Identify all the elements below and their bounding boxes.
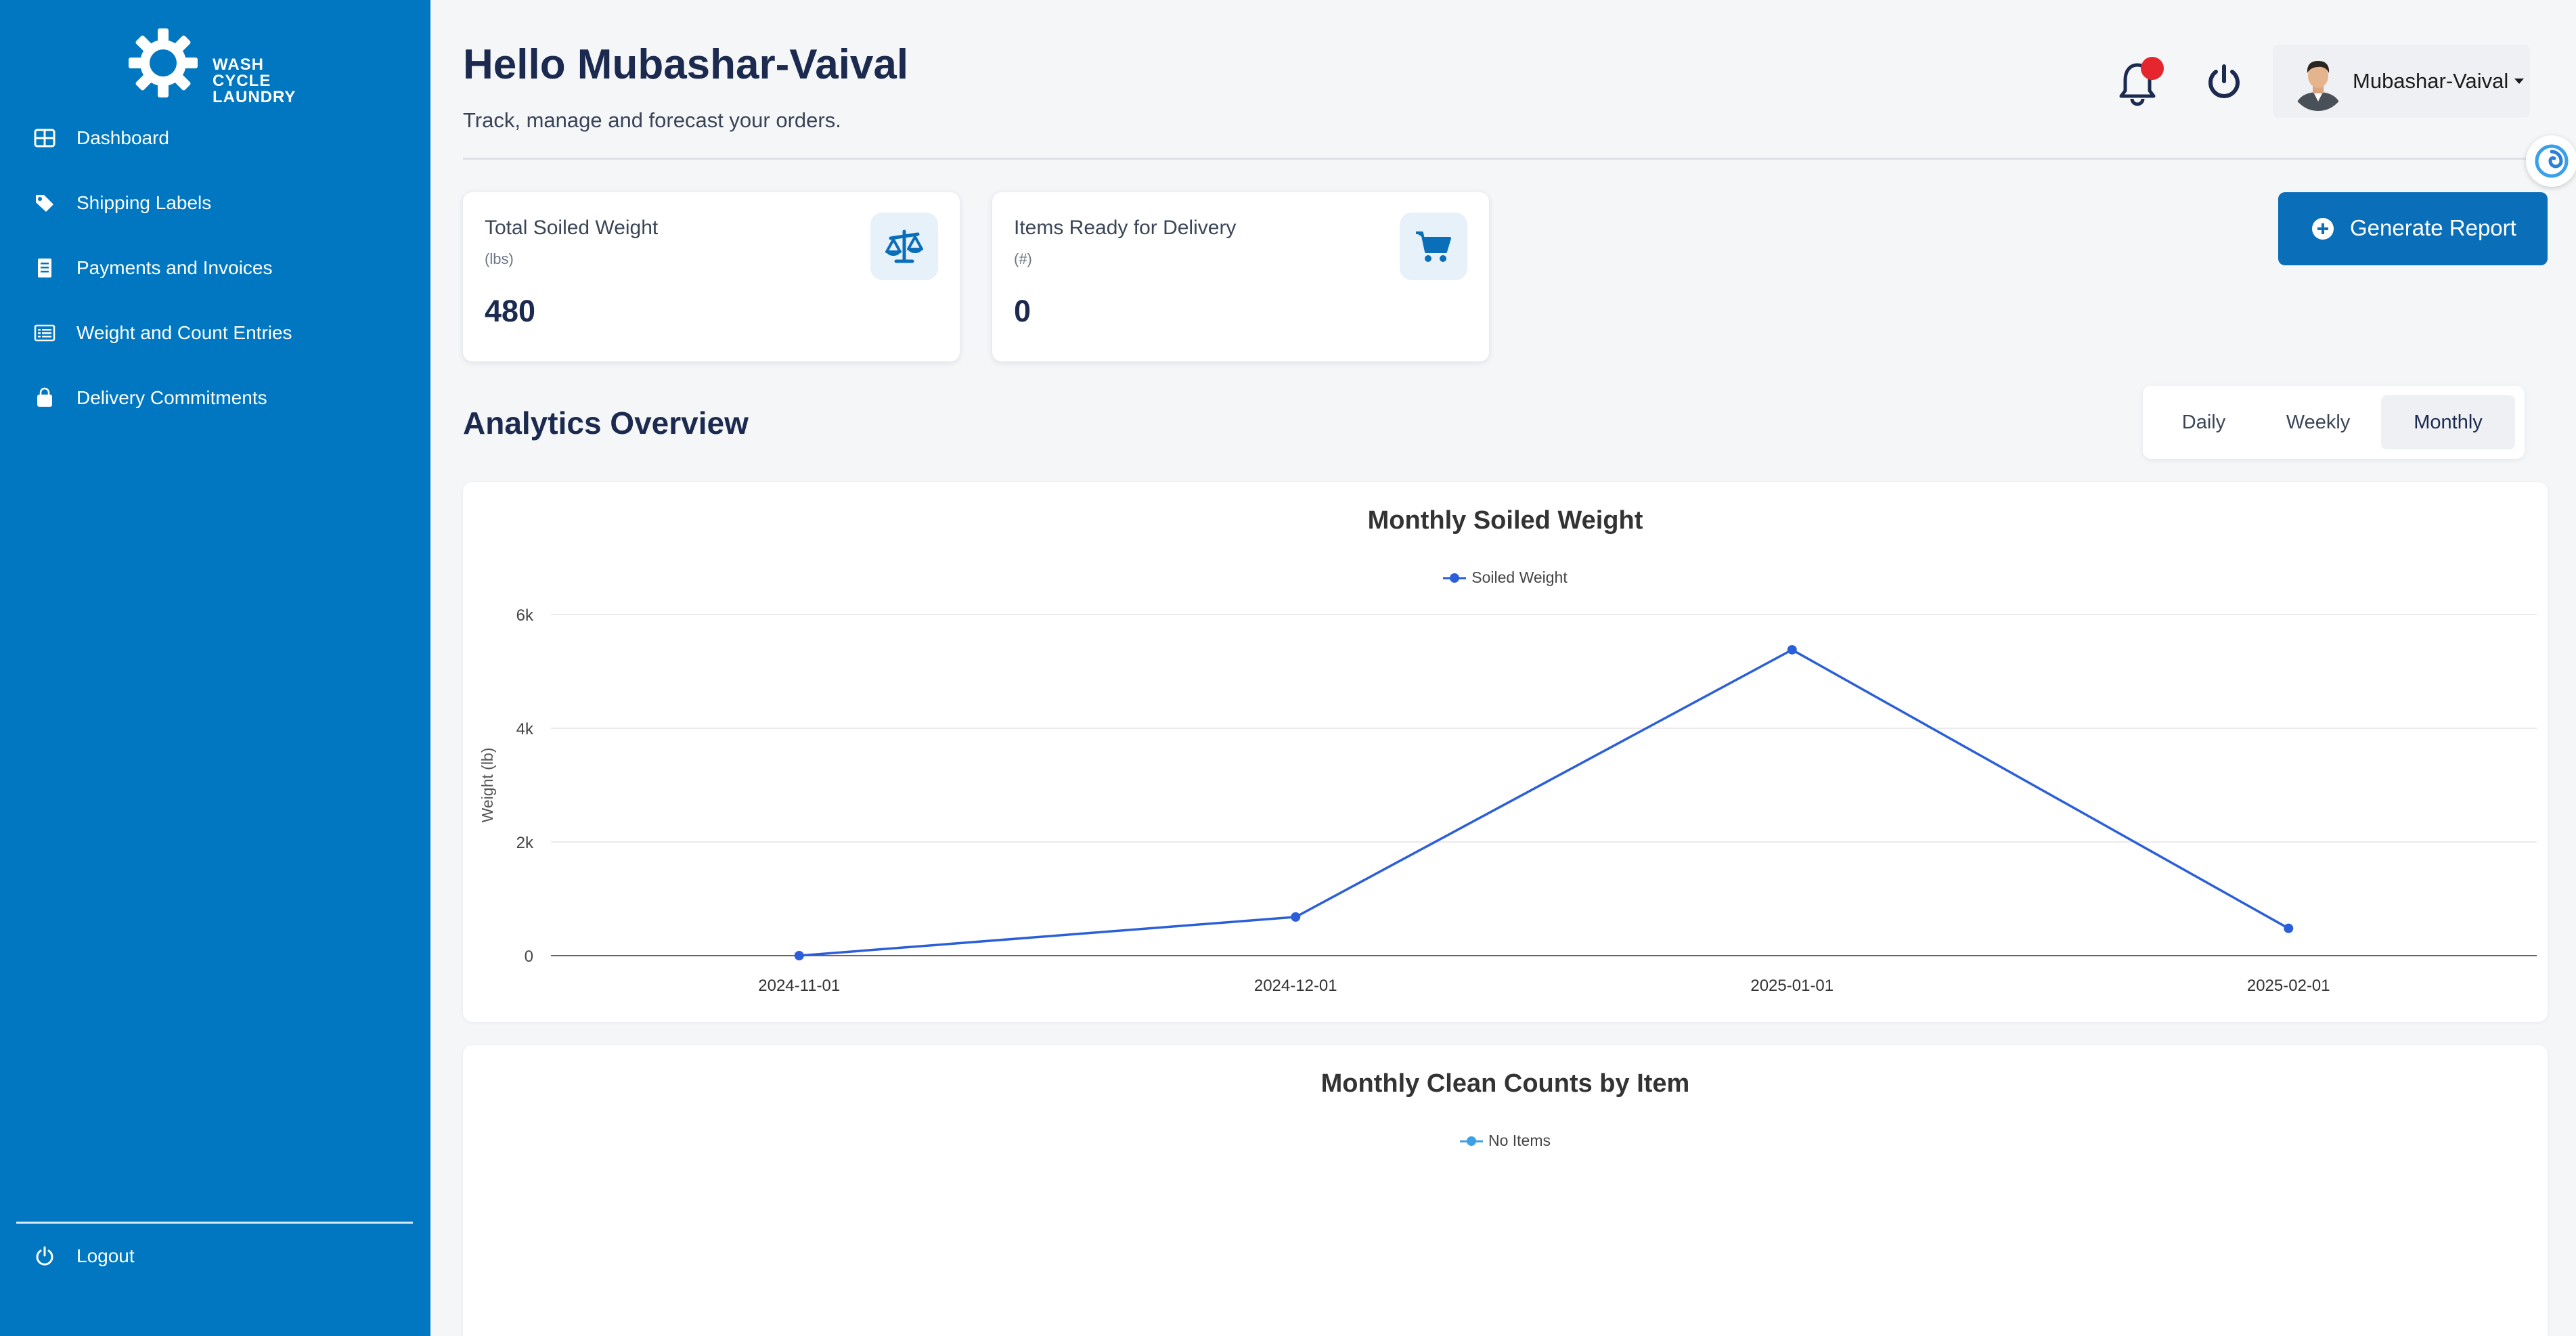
sidebar-item-label: Weight and Count Entries — [76, 322, 292, 343]
generate-report-button[interactable]: Generate Report — [2278, 192, 2548, 265]
y-tick-label: 2k — [516, 834, 534, 852]
stat-card-items-ready: Items Ready for Delivery (#) 0 — [992, 192, 1489, 361]
stat-card-icon — [870, 213, 938, 280]
legend-swatch — [1459, 1135, 1483, 1147]
sidebar-item-payments-invoices[interactable]: Payments and Invoices — [0, 236, 430, 300]
legend-label: Soiled Weight — [1471, 569, 1568, 586]
data-point — [794, 951, 804, 960]
sidebar-item-shipping-labels[interactable]: Shipping Labels — [0, 171, 430, 236]
y-tick-label: 6k — [516, 606, 534, 625]
page-subtitle: Track, manage and forecast your orders. — [463, 108, 841, 132]
x-tick-label: 2024-11-01 — [758, 977, 840, 995]
stat-card-icon — [1400, 213, 1467, 280]
sidebar-item-label: Shipping Labels — [76, 192, 212, 213]
x-tick-label: 2025-01-01 — [1750, 977, 1834, 995]
bag-icon — [37, 387, 52, 407]
chart-title: Monthly Soiled Weight — [1367, 506, 1643, 535]
sidebar-item-label: Payments and Invoices — [76, 257, 273, 278]
notification-badge — [2141, 57, 2164, 80]
brand-line-1: WASH — [213, 55, 264, 74]
data-point — [1787, 645, 1797, 655]
avatar — [2290, 53, 2346, 111]
brand-line-2: CYCLE — [213, 72, 271, 90]
sidebar-item-delivery-commitments[interactable]: Delivery Commitments — [0, 365, 430, 430]
chart-card-clean-counts: Monthly Clean Counts by Item No Items — [463, 1045, 2548, 1336]
chevron-down-icon — [2514, 79, 2524, 84]
plus-circle-icon — [2312, 218, 2334, 240]
header-divider — [463, 158, 2549, 160]
power-icon — [36, 1246, 53, 1266]
assistant-floating-button[interactable] — [2526, 135, 2576, 187]
stat-card-title: Total Soiled Weight — [485, 217, 659, 239]
analytics-title: Analytics Overview — [463, 405, 749, 441]
tag-icon — [36, 195, 53, 212]
brand-logo[interactable]: WASH CYCLE LAUNDRY — [126, 26, 315, 114]
stat-card-title: Items Ready for Delivery — [1014, 217, 1237, 239]
user-menu[interactable]: Mubashar-Vaival — [2273, 45, 2530, 118]
stat-card-value: 0 — [1014, 294, 1031, 328]
stat-card-unit: (#) — [1014, 250, 1032, 267]
cart-icon — [1416, 231, 1451, 262]
chart-legend[interactable]: No Items — [463, 1132, 2548, 1150]
soiled-weight-line-chart: 0 2k 4k 6k 2024-11-01 2024-12-01 2025-01-01 202… — [479, 606, 2537, 995]
x-tick-label: 2024-12-01 — [1254, 977, 1337, 995]
page-title: Hello Mubashar-Vaival — [463, 41, 909, 88]
swirl-icon — [2535, 144, 2569, 178]
generate-report-label: Generate Report — [2350, 215, 2516, 240]
brand-name: WASH CYCLE LAUNDRY — [213, 57, 296, 106]
data-point — [1291, 912, 1301, 922]
sidebar-item-dashboard[interactable]: Dashboard — [0, 106, 430, 171]
data-point — [2284, 923, 2294, 933]
logout-button[interactable]: Logout — [0, 1224, 430, 1289]
sidebar-item-label: Delivery Commitments — [76, 387, 267, 408]
chart-title: Monthly Clean Counts by Item — [1320, 1069, 1690, 1098]
y-tick-label: 4k — [516, 720, 534, 738]
gear-logo-icon — [129, 28, 198, 97]
series-line-soiled-weight — [799, 648, 2290, 957]
sidebar-item-label: Dashboard — [76, 127, 169, 148]
sidebar-item-weight-count-entries[interactable]: Weight and Count Entries — [0, 300, 430, 365]
power-icon[interactable] — [2204, 62, 2244, 103]
tab-monthly[interactable]: Monthly — [2381, 395, 2515, 449]
legend-swatch — [1443, 572, 1467, 584]
tab-weekly[interactable]: Weekly — [2286, 411, 2351, 433]
sidebar: WASH CYCLE LAUNDRY Dashboard Shipping La… — [0, 0, 430, 1336]
logout-label: Logout — [76, 1245, 135, 1266]
y-tick-label: 0 — [525, 948, 533, 966]
user-avatar-icon — [2290, 53, 2346, 111]
chart-card-soiled-weight: Monthly Soiled Weight Soiled Weight 0 2k 4… — [463, 482, 2548, 1022]
list-icon — [34, 324, 55, 342]
user-name: Mubashar-Vaival — [2353, 69, 2509, 93]
stat-card-unit: (lbs) — [485, 250, 514, 267]
brand-line-3: LAUNDRY — [213, 88, 296, 106]
chart-legend[interactable]: Soiled Weight — [463, 569, 2548, 587]
legend-label: No Items — [1488, 1132, 1551, 1149]
x-tick-label: 2025-02-01 — [2247, 977, 2330, 995]
dashboard-grid-icon — [34, 129, 55, 148]
stat-card-value: 480 — [485, 294, 536, 328]
tab-daily[interactable]: Daily — [2181, 411, 2226, 433]
invoice-icon — [38, 259, 51, 277]
period-tabs: Daily Weekly Monthly — [2143, 386, 2525, 459]
stat-card-soiled-weight: Total Soiled Weight (lbs) 480 — [463, 192, 960, 361]
sidebar-divider — [16, 1222, 413, 1224]
scale-icon — [885, 229, 923, 263]
y-axis-label: Weight (lb) — [479, 748, 496, 823]
